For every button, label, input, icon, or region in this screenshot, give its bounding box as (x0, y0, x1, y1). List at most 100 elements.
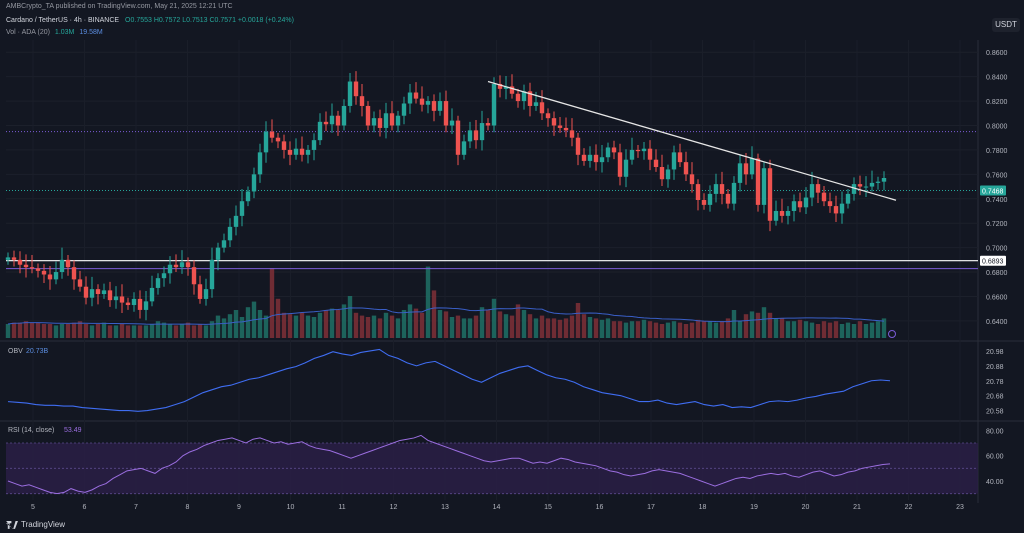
volume-bar (485, 310, 491, 338)
volume-bar (155, 321, 161, 338)
candle-body (599, 157, 605, 163)
volume-bar (605, 318, 611, 338)
candle-body (443, 101, 449, 126)
obv-line (7, 348, 891, 412)
volume-bar (473, 315, 479, 338)
volume-bar (341, 304, 347, 338)
candle-body (827, 201, 833, 207)
rsi-band (6, 443, 978, 494)
candle-body (431, 101, 437, 111)
candle-body (329, 115, 335, 125)
candle-body (617, 152, 623, 177)
volume-bar (395, 318, 401, 338)
time-tick-label: 22 (905, 504, 913, 511)
volume-bar (131, 325, 137, 338)
candle-body (47, 274, 53, 280)
support-line-label: 0.6893 (982, 259, 1004, 266)
candle-body (485, 123, 491, 126)
candle-body (539, 102, 545, 114)
volume-bar (335, 310, 341, 338)
volume-bar (443, 311, 449, 338)
candle-body (701, 199, 707, 205)
volume-bar (515, 304, 521, 338)
candle-body (167, 264, 173, 274)
volume-bar (107, 325, 113, 338)
volume-bar (71, 322, 77, 338)
volume-bar (497, 311, 503, 338)
symbol-name[interactable]: Cardano / TetherUS · 4h · BINANCE (6, 17, 120, 24)
volume-bar (83, 324, 89, 338)
volume-bar (407, 304, 413, 338)
currency-button[interactable]: USDT (992, 18, 1020, 32)
candle-body (377, 118, 383, 128)
volume-bar (617, 321, 623, 338)
candle-body (869, 182, 875, 187)
candle-body (803, 197, 809, 208)
candle-body (845, 193, 851, 204)
volume-bar (197, 324, 203, 338)
price-tick-label: 0.8000 (986, 123, 1008, 130)
time-tick-label: 19 (750, 504, 758, 511)
candle-body (503, 86, 509, 89)
volume-bar (839, 324, 845, 338)
volume-bar (581, 314, 587, 338)
volume-bar (815, 324, 821, 338)
candle-body (173, 264, 179, 268)
candle-body (299, 148, 305, 155)
candle-body (353, 81, 359, 97)
volume-bar (749, 311, 755, 338)
price-tick-label: 0.6400 (986, 319, 1008, 326)
volume-label[interactable]: Vol · ADA (20) (6, 29, 50, 36)
volume-bar (635, 321, 641, 338)
volume-bar (827, 322, 833, 338)
volume-bar (743, 314, 749, 338)
volume-bar (389, 315, 395, 338)
candle-body (575, 137, 581, 155)
candle-body (269, 131, 275, 138)
candle-body (791, 201, 797, 211)
candle-body (473, 130, 479, 141)
candle-body (35, 268, 41, 271)
candle-body (83, 286, 89, 298)
volume-bar (125, 325, 131, 338)
candle-body (413, 92, 419, 99)
volume-bar (665, 322, 671, 338)
candle-body (563, 127, 569, 131)
volume-bar (359, 315, 365, 338)
volume-bar (263, 315, 269, 338)
volume-bar (695, 319, 701, 338)
rsi-line (7, 434, 891, 495)
candle-body (23, 264, 29, 268)
candle-body (725, 193, 731, 204)
candle-body (875, 181, 881, 183)
volume-bar (575, 303, 581, 338)
volume-bar (299, 312, 305, 338)
volume-bar (491, 298, 497, 338)
tradingview-brand[interactable]: TradingView (6, 520, 65, 529)
volume-bar (113, 325, 119, 338)
volume-bar (293, 315, 299, 338)
volume-bar (869, 322, 875, 338)
volume-bar (809, 322, 815, 338)
volume-bar (401, 310, 407, 338)
candle-body (731, 182, 737, 204)
time-tick-label: 13 (441, 504, 449, 511)
volume-bar (257, 310, 263, 338)
publisher-line: AMBCrypto_TA published on TradingView.co… (6, 3, 233, 10)
volume-bar (101, 322, 107, 338)
candle-body (497, 83, 503, 89)
time-tick-label: 10 (287, 504, 295, 511)
volume-bar (707, 321, 713, 338)
candle-body (239, 201, 245, 216)
volume-bar (845, 322, 851, 338)
candle-body (107, 290, 113, 301)
volume-bar (803, 321, 809, 338)
price-tick-label: 0.7000 (986, 246, 1008, 253)
candle-body (317, 121, 323, 141)
volume-bar (455, 315, 461, 338)
volume-bar (557, 319, 563, 338)
candle-body (815, 184, 821, 193)
candle-body (77, 279, 83, 287)
